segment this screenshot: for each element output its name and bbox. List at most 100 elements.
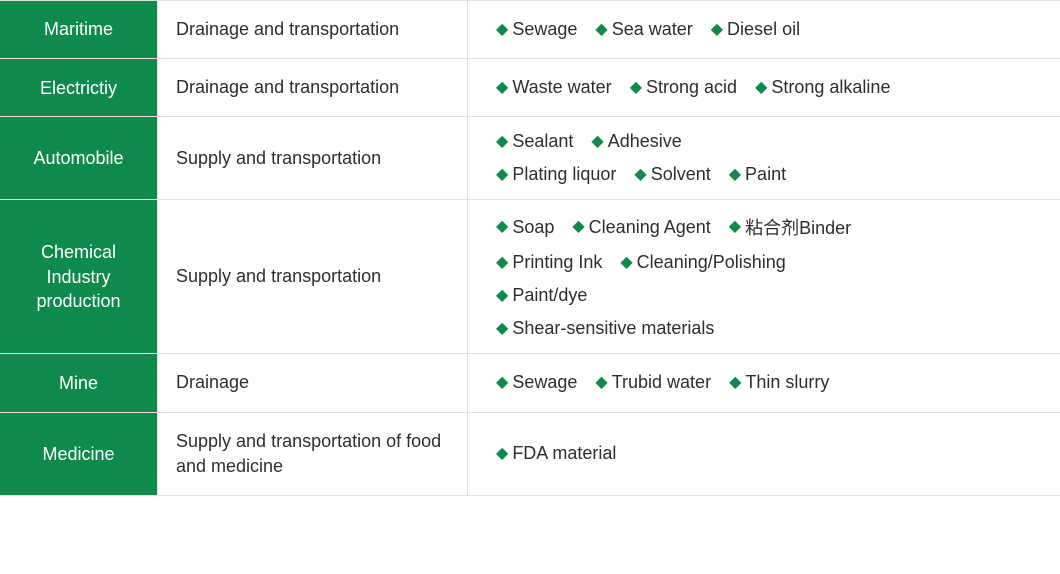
- list-item: ◆Strong alkaline: [755, 77, 890, 98]
- description-text: Supply and transportation: [176, 264, 381, 289]
- items-wrap: ◆Sewage ◆Trubid water ◆Thin slurry: [496, 372, 1032, 393]
- items-cell: ◆Waste water ◆Strong acid ◆Strong alkali…: [468, 59, 1060, 116]
- diamond-icon: ◆: [496, 321, 508, 337]
- list-item: ◆FDA material: [496, 443, 616, 464]
- list-item: ◆ Cleaning Agent: [572, 217, 710, 238]
- category-cell: Maritime: [0, 0, 158, 58]
- description-text: Supply and transportation of food and me…: [176, 429, 449, 479]
- diamond-icon: ◆: [496, 288, 508, 304]
- description-cell: Drainage: [158, 354, 468, 411]
- diamond-icon: ◆: [711, 22, 723, 38]
- item-text: Sewage: [512, 372, 577, 393]
- description-text: Drainage and transportation: [176, 17, 399, 42]
- table-row: Chemical Industry production Supply and …: [0, 200, 1060, 354]
- list-item: ◆Thin slurry: [729, 372, 829, 393]
- items-wrap: ◆Sewage ◆Sea water ◆Diesel oil: [496, 19, 1032, 40]
- table-row: Medicine Supply and transportation of fo…: [0, 413, 1060, 496]
- category-cell: Mine: [0, 354, 158, 411]
- diamond-icon: ◆: [634, 167, 646, 183]
- item-text: Solvent: [651, 164, 711, 185]
- diamond-icon: ◆: [729, 219, 741, 235]
- table-row: Automobile Supply and transportation ◆Se…: [0, 117, 1060, 200]
- description-cell: Supply and transportation of food and me…: [158, 413, 468, 495]
- list-item: ◆Sealant: [496, 131, 573, 152]
- item-text: FDA material: [512, 443, 616, 464]
- list-item: ◆Printing Ink: [496, 252, 602, 273]
- item-text: Plating liquor: [512, 164, 616, 185]
- item-text: Diesel oil: [727, 19, 800, 40]
- item-text: Paint: [745, 164, 786, 185]
- items-cell: ◆Soap ◆Cleaning Agent ◆粘合剂Binder ◆Printi…: [468, 200, 1060, 353]
- item-text: Printing Ink: [512, 252, 602, 273]
- items-cell: ◆FDA material: [468, 413, 1060, 495]
- list-item: ◆Waste water: [496, 77, 612, 98]
- items-wrap: ◆FDA material: [496, 443, 1032, 464]
- diamond-icon: ◆: [595, 22, 607, 38]
- item-text: Shear-sensitive materials: [512, 318, 714, 339]
- description-cell: Supply and transportation: [158, 200, 468, 353]
- diamond-icon: ◆: [755, 80, 767, 96]
- list-item: ◆ Cleaning/Polishing: [620, 252, 785, 273]
- category-label: Chemical Industry production: [8, 240, 149, 313]
- item-text: Cleaning/Polishing: [637, 252, 786, 273]
- items-wrap: ◆Sealant ◆Adhesive ◆Plating liquor ◆Solv…: [496, 131, 1032, 185]
- list-item: ◆Sewage: [496, 19, 577, 40]
- item-text: Strong alkaline: [771, 77, 890, 98]
- category-label: Electrictiy: [40, 76, 117, 100]
- table-row: Electrictiy Drainage and transportation …: [0, 59, 1060, 117]
- diamond-icon: ◆: [496, 375, 508, 391]
- item-text: Cleaning Agent: [589, 217, 711, 238]
- description-cell: Drainage and transportation: [158, 59, 468, 116]
- list-item: ◆Paint: [729, 164, 786, 185]
- diamond-icon: ◆: [630, 80, 642, 96]
- list-item: ◆Strong acid: [630, 77, 737, 98]
- item-text: Adhesive: [608, 131, 682, 152]
- diamond-icon: ◆: [496, 219, 508, 235]
- category-cell: Electrictiy: [0, 59, 158, 116]
- item-text: Paint/dye: [512, 285, 587, 306]
- items-wrap: ◆Soap ◆Cleaning Agent ◆粘合剂Binder ◆Printi…: [496, 214, 1032, 339]
- category-cell: Automobile: [0, 117, 158, 199]
- category-label: Mine: [59, 371, 98, 395]
- list-item: ◆ Adhesive: [591, 131, 681, 152]
- diamond-icon: ◆: [729, 167, 741, 183]
- items-cell: ◆Sewage ◆Sea water ◆Diesel oil: [468, 0, 1060, 58]
- item-text: Sealant: [512, 131, 573, 152]
- diamond-icon: ◆: [595, 375, 607, 391]
- diamond-icon: ◆: [572, 219, 584, 235]
- list-item: ◆ Solvent: [634, 164, 710, 185]
- list-item: ◆Trubid water: [595, 372, 711, 393]
- list-item: ◆Sewage: [496, 372, 577, 393]
- category-label: Medicine: [42, 442, 114, 466]
- diamond-icon: ◆: [496, 446, 508, 462]
- description-text: Drainage: [176, 370, 249, 395]
- diamond-icon: ◆: [496, 22, 508, 38]
- list-item: ◆Shear-sensitive materials: [496, 318, 714, 339]
- description-text: Supply and transportation: [176, 146, 381, 171]
- diamond-icon: ◆: [496, 255, 508, 271]
- description-text: Drainage and transportation: [176, 75, 399, 100]
- diamond-icon: ◆: [729, 375, 741, 391]
- description-cell: Drainage and transportation: [158, 0, 468, 58]
- list-item: ◆Paint/dye: [496, 285, 587, 306]
- diamond-icon: ◆: [496, 80, 508, 96]
- description-cell: Supply and transportation: [158, 117, 468, 199]
- diamond-icon: ◆: [620, 255, 632, 271]
- diamond-icon: ◆: [591, 134, 603, 150]
- item-text: Waste water: [512, 77, 611, 98]
- item-text: Strong acid: [646, 77, 737, 98]
- applications-table: Maritime Drainage and transportation ◆Se…: [0, 0, 1060, 496]
- table-row: Maritime Drainage and transportation ◆Se…: [0, 0, 1060, 59]
- item-text: Soap: [512, 217, 554, 238]
- category-cell: Medicine: [0, 413, 158, 495]
- item-text: Thin slurry: [745, 372, 829, 393]
- category-label: Automobile: [33, 146, 123, 170]
- list-item: ◆Diesel oil: [711, 19, 800, 40]
- diamond-icon: ◆: [496, 167, 508, 183]
- item-text: 粘合剂Binder: [745, 214, 851, 240]
- list-item: ◆粘合剂Binder: [729, 214, 851, 240]
- item-text: Sewage: [512, 19, 577, 40]
- list-item: ◆Sea water: [595, 19, 692, 40]
- diamond-icon: ◆: [496, 134, 508, 150]
- items-cell: ◆Sewage ◆Trubid water ◆Thin slurry: [468, 354, 1060, 411]
